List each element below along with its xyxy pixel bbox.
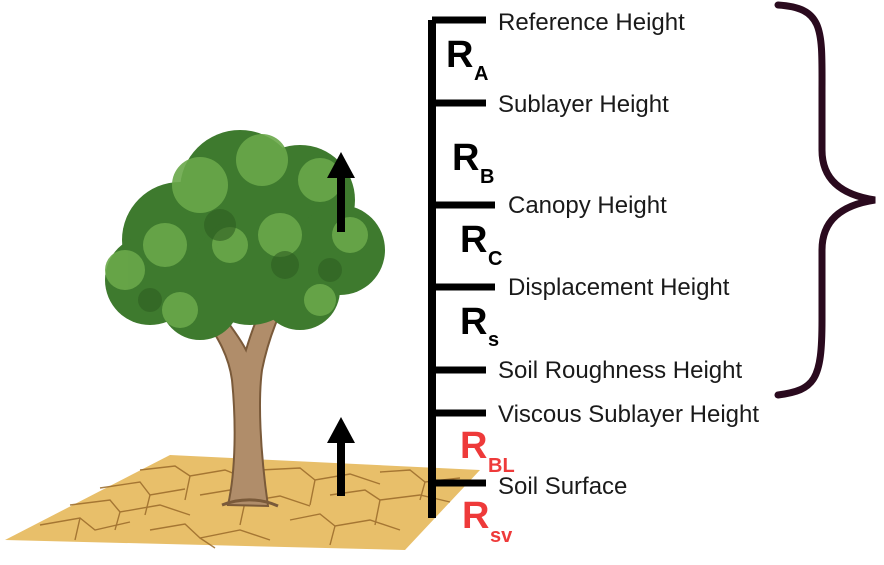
up-arrow-icon: [327, 417, 355, 496]
level-1: Sublayer Height: [432, 91, 669, 118]
level-6: Soil Surface: [432, 473, 627, 500]
level-2: Canopy Height: [432, 192, 667, 219]
up-arrow-icon: [327, 152, 355, 232]
resistance-symbol: R: [462, 495, 489, 537]
level-5: Viscous Sublayer Height: [432, 401, 759, 428]
level-3: Displacement Height: [432, 274, 730, 301]
resistance-symbol: R: [446, 34, 473, 76]
level-label: Soil Roughness Height: [498, 357, 742, 384]
resistance-symbol: R: [460, 219, 487, 261]
resistance-subscript: B: [480, 166, 494, 188]
resistance-subscript: BL: [488, 455, 515, 477]
level-label: Canopy Height: [508, 192, 667, 219]
resistance-symbol: R: [460, 301, 487, 343]
level-label: Reference Height: [498, 9, 685, 36]
level-4: Soil Roughness Height: [432, 357, 742, 384]
resistance-symbol: R: [452, 137, 479, 179]
level-label: Soil Surface: [498, 473, 627, 500]
resistance-subscript: s: [488, 329, 499, 351]
resistance-subscript: sv: [490, 525, 513, 547]
level-label: Viscous Sublayer Height: [498, 401, 759, 428]
resistance-subscript: C: [488, 248, 502, 270]
resistance-subscript: A: [474, 63, 488, 85]
level-label: Displacement Height: [508, 274, 730, 301]
resistance-4: R BL: [460, 425, 515, 477]
right-curly-brace-icon: [774, 1, 876, 399]
resistance-symbol: R: [460, 425, 487, 467]
level-0: Reference Height: [432, 9, 685, 36]
level-label: Sublayer Height: [498, 91, 669, 118]
tree-icon: [105, 130, 385, 508]
